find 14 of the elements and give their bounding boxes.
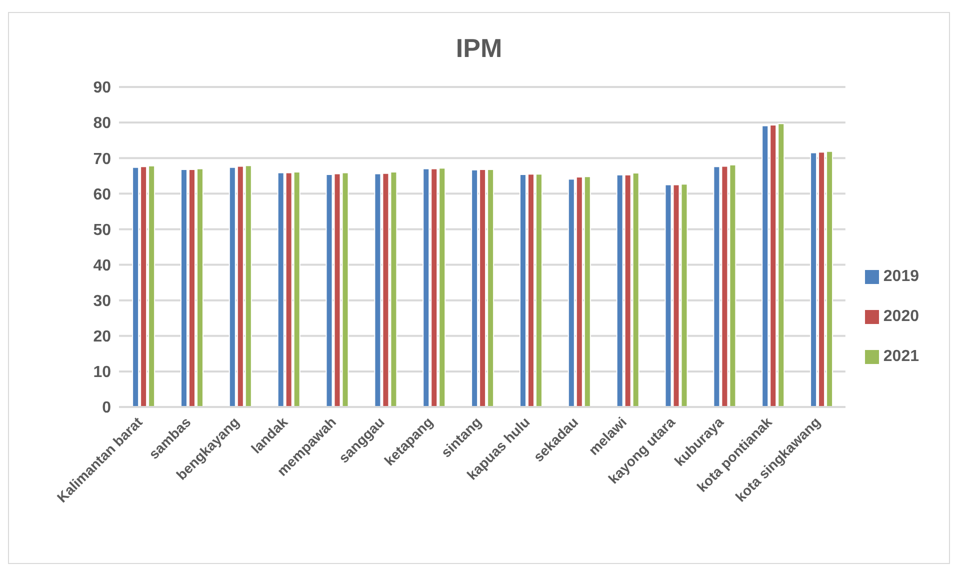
- y-tick-label: 40: [93, 257, 112, 274]
- y-tick-label: 90: [93, 80, 112, 97]
- legend-label: 2019: [883, 268, 919, 285]
- y-tick-label: 80: [93, 115, 112, 132]
- y-tick-label: 10: [93, 364, 112, 382]
- y-tick-label: 0: [102, 400, 112, 417]
- legend-label: 2020: [883, 308, 919, 325]
- chart-title: IPM: [454, 33, 504, 65]
- y-tick-label: 70: [93, 150, 112, 168]
- y-tick-label: 50: [93, 222, 112, 239]
- legend-label: 2021: [883, 348, 919, 365]
- y-tick-label: 20: [93, 328, 112, 346]
- y-tick-label: 60: [93, 186, 112, 204]
- y-tick-label: 30: [93, 293, 112, 310]
